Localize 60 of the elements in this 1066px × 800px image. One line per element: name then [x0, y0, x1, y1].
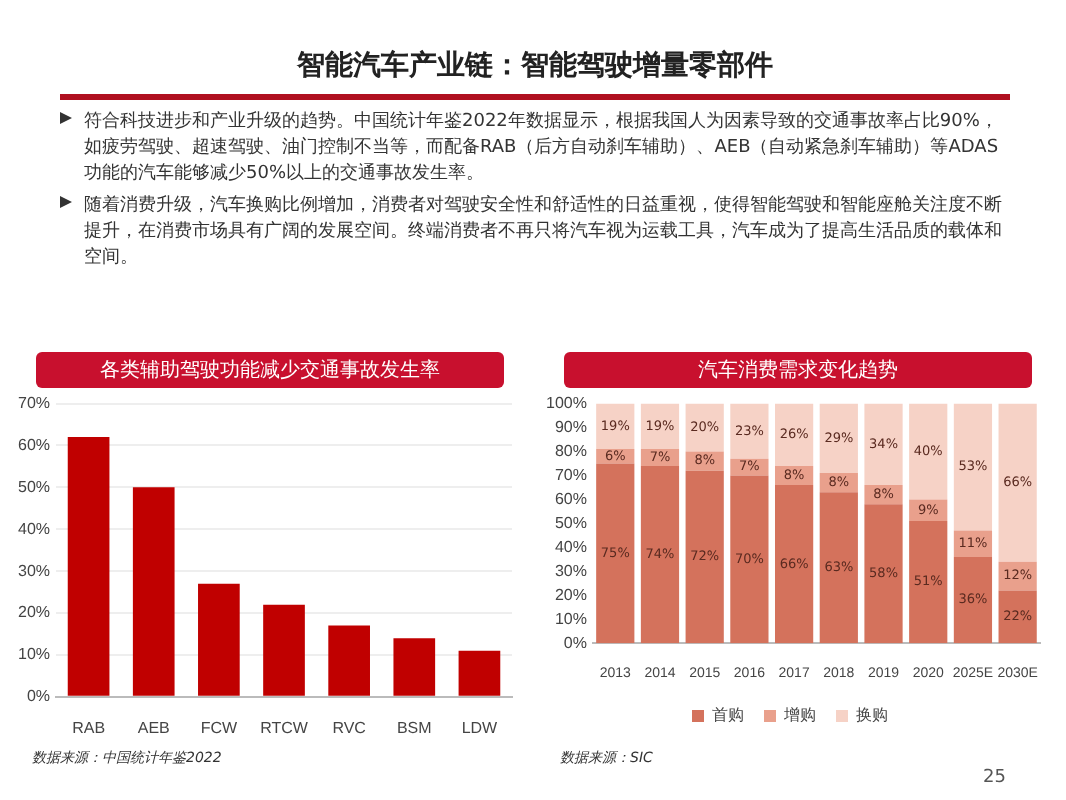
bar [596, 463, 635, 644]
bar [953, 403, 993, 531]
bar [819, 403, 858, 474]
y-tick-label: 20% [554, 585, 587, 604]
chart-subtitle: 智能汽车产业链：智能驾驶增量零部件 [295, 48, 775, 84]
bar [909, 521, 948, 644]
x-tick-label: AEB [137, 718, 170, 737]
y-tick-label: 50% [17, 477, 51, 496]
bar [864, 504, 903, 644]
bar [685, 470, 724, 644]
y-tick-label: 40% [554, 537, 587, 556]
bar [998, 590, 1037, 644]
text: 随着消费升级，汽车换购比例增加，消费者对驾驶安全性和舒适性的日益重视，使得智能驾驶和智能座舱关注度不断提升，在消费市场具有广阔的发展空间。终端消费者不再只将汽车视为运载工具，汽车成为了提高生活品质的载体和空间。 [82, 194, 1004, 272]
text: 25 [983, 768, 1006, 788]
chart-title: 各类辅助驾驶功能减少交通事故发生率 [36, 352, 504, 388]
y-tick-label: 20% [17, 603, 51, 622]
y-tick-label: 60% [554, 489, 587, 508]
y-tick-label: 80% [554, 441, 587, 460]
legend-label: 增购 [782, 706, 816, 725]
bar [640, 465, 680, 644]
y-tick-label: 70% [17, 394, 51, 413]
text: 符合科技进步和产业升级的趋势。中国统计年鉴2022年数据显示，根据我国人为因素导致的交通事故率占比90%，如疲劳驾驶、超速驾驶、油门控制不当等，而配备RAB（后方自动刹车辅助）、AEB（自动紧急刹车辅助）等ADAS功能的汽车能够减少50%以上的交通事故发生率。 [82, 110, 1001, 188]
bar [198, 583, 240, 696]
bar [263, 604, 305, 696]
x-tick-label: FCW [200, 718, 238, 737]
bar [953, 556, 993, 644]
chart-title: 汽车消费需求变化趋势 [564, 352, 1032, 388]
y-tick-label: 70% [554, 465, 587, 484]
y-tick-label: 0% [26, 687, 51, 706]
bar [909, 403, 948, 500]
y-tick-label: 30% [17, 561, 51, 580]
bar [132, 487, 175, 696]
y-tick-label: 30% [554, 561, 587, 580]
y-tick-label: 10% [17, 645, 51, 664]
bar [774, 485, 814, 644]
y-tick-label: 60% [17, 435, 51, 454]
bar [67, 437, 110, 696]
x-tick-label: LDW [461, 718, 499, 737]
bar [393, 638, 436, 696]
legend-label: 换购 [856, 706, 888, 725]
bar [685, 403, 724, 452]
y-tick-label: 50% [554, 513, 587, 532]
x-tick-label: RVC [332, 718, 367, 737]
bar [819, 492, 858, 644]
bar [328, 625, 370, 696]
bar [864, 403, 903, 486]
y-tick-label: 90% [554, 417, 587, 436]
x-tick-label: RAB [72, 718, 106, 737]
y-tick-label: 0% [563, 633, 587, 652]
bar [774, 403, 814, 466]
y-tick-label: 10% [554, 609, 587, 628]
bar [998, 403, 1037, 562]
y-tick-label: 40% [17, 519, 51, 538]
x-tick-label: BSM [396, 718, 433, 737]
bar [730, 403, 769, 459]
y-tick-label: 100% [545, 394, 587, 413]
bar [458, 650, 501, 696]
x-tick-label: RTCW [260, 718, 309, 737]
bar [730, 475, 769, 644]
legend-label: 首购 [712, 706, 744, 725]
